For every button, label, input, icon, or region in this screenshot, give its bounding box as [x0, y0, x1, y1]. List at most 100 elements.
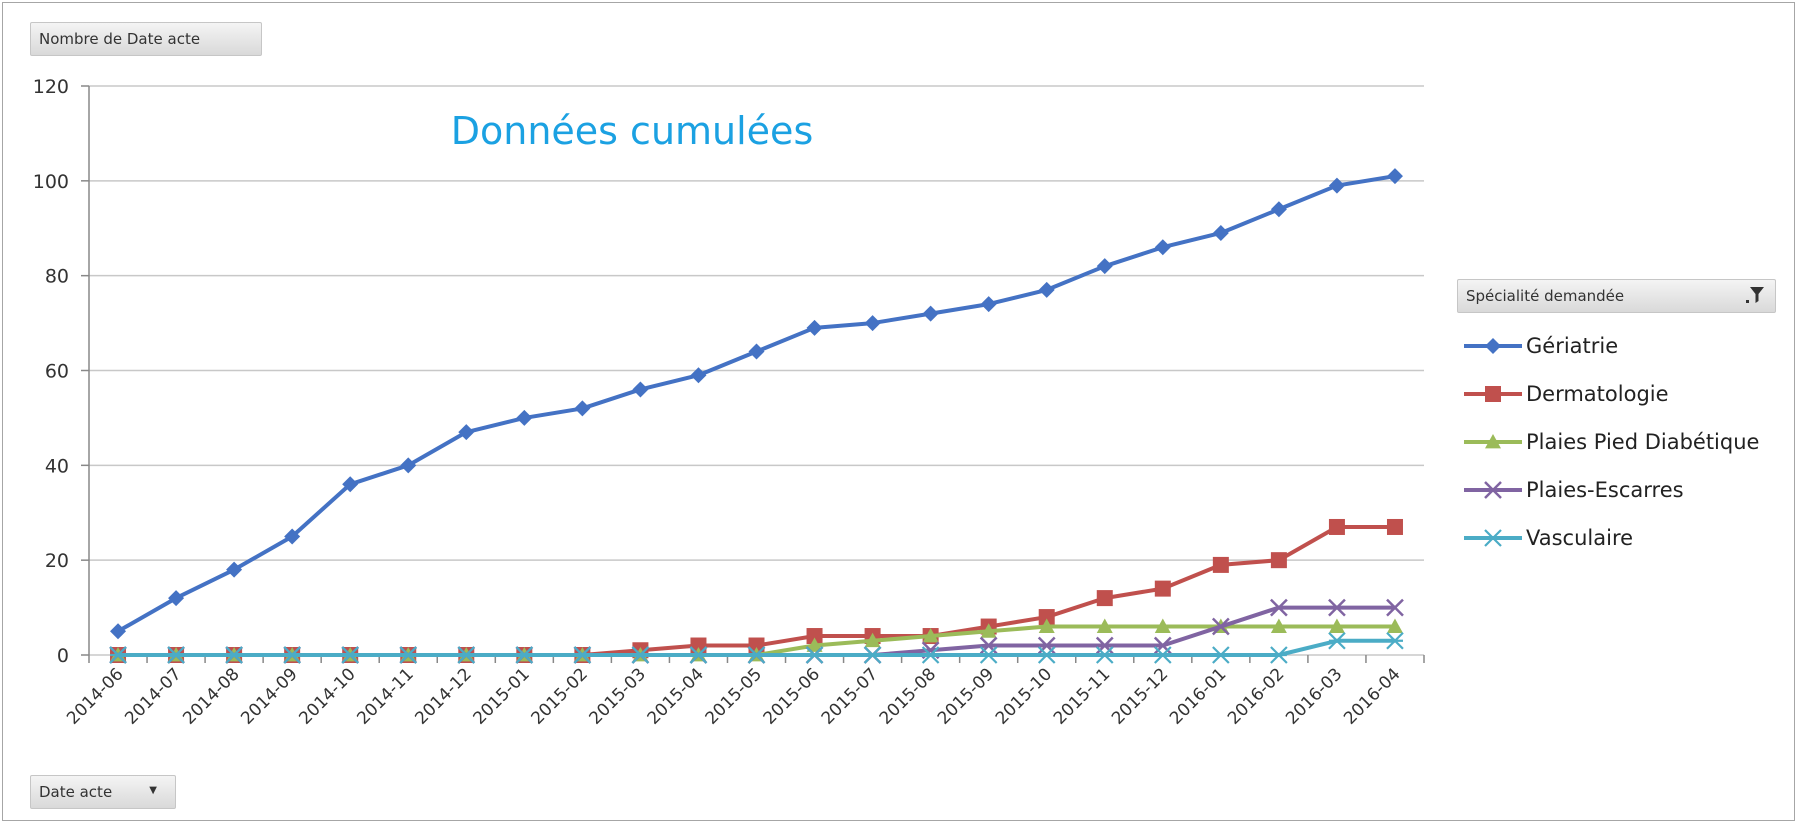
- data-point[interactable]: [1484, 481, 1502, 499]
- data-point[interactable]: [1485, 434, 1501, 449]
- data-point[interactable]: [1037, 646, 1056, 664]
- series-line: [118, 524, 1395, 657]
- data-point[interactable]: [1270, 201, 1287, 218]
- data-point[interactable]: [1212, 224, 1229, 241]
- x-tick-label: 2015-06: [760, 664, 824, 728]
- data-point[interactable]: [690, 367, 707, 384]
- data-point[interactable]: [1270, 598, 1288, 617]
- data-point[interactable]: [1038, 618, 1055, 633]
- data-point[interactable]: [1154, 646, 1172, 664]
- data-point[interactable]: [1386, 618, 1403, 633]
- data-point[interactable]: [1212, 646, 1230, 664]
- data-point[interactable]: [864, 315, 881, 332]
- data-point[interactable]: [399, 646, 418, 664]
- data-point[interactable]: [806, 628, 823, 645]
- data-point[interactable]: [1038, 281, 1055, 298]
- data-point[interactable]: [1484, 529, 1502, 547]
- legend-item[interactable]: Plaies-Escarres: [1462, 466, 1759, 514]
- x-tick-label: 2015-10: [992, 664, 1056, 728]
- data-point[interactable]: [1270, 618, 1287, 633]
- data-point[interactable]: [689, 646, 708, 664]
- data-point[interactable]: [516, 409, 533, 426]
- data-point[interactable]: [573, 646, 592, 664]
- data-point[interactable]: [458, 424, 475, 441]
- chart-legend: Gériatrie Dermatologie Plaies Pied Diabéti…: [1462, 322, 1759, 562]
- data-point[interactable]: [1386, 168, 1403, 185]
- data-point[interactable]: [1154, 580, 1171, 597]
- data-point[interactable]: [1154, 618, 1171, 633]
- data-point[interactable]: [631, 646, 650, 664]
- value-field-button[interactable]: Nombre de Date acte: [30, 22, 262, 56]
- data-point[interactable]: [1328, 618, 1345, 633]
- data-point[interactable]: [284, 528, 301, 545]
- dropdown-arrow-icon: ▼: [149, 785, 157, 796]
- data-point[interactable]: [806, 319, 823, 336]
- data-point[interactable]: [574, 400, 591, 417]
- data-point[interactable]: [341, 646, 359, 664]
- data-point[interactable]: [806, 637, 823, 652]
- data-point[interactable]: [457, 646, 476, 664]
- legend-item[interactable]: Gériatrie: [1462, 322, 1759, 370]
- data-point[interactable]: [1485, 338, 1501, 354]
- data-point[interactable]: [109, 646, 127, 664]
- data-point[interactable]: [226, 561, 243, 578]
- x-tick-label: 2015-04: [644, 664, 708, 728]
- data-point[interactable]: [921, 646, 940, 664]
- data-point[interactable]: [1328, 518, 1345, 535]
- data-point[interactable]: [1154, 239, 1171, 256]
- data-point[interactable]: [1096, 258, 1113, 275]
- data-point[interactable]: [283, 646, 301, 664]
- data-point[interactable]: [632, 381, 649, 398]
- data-point[interactable]: [110, 623, 127, 640]
- data-point[interactable]: [1096, 590, 1113, 607]
- data-point[interactable]: [1386, 631, 1404, 650]
- data-point[interactable]: [1096, 618, 1113, 633]
- data-point[interactable]: [1485, 386, 1501, 402]
- data-point[interactable]: [225, 646, 243, 664]
- data-point[interactable]: [748, 343, 765, 360]
- y-tick-label: 100: [33, 171, 69, 193]
- data-point[interactable]: [1328, 177, 1345, 194]
- data-point[interactable]: [1212, 556, 1229, 573]
- data-point[interactable]: [1211, 617, 1230, 636]
- data-point[interactable]: [1386, 598, 1404, 617]
- data-point[interactable]: [979, 646, 998, 664]
- data-point[interactable]: [805, 646, 824, 664]
- data-point[interactable]: [922, 305, 939, 322]
- x-tick-label: 2015-12: [1108, 664, 1172, 728]
- y-tick-label: 0: [57, 645, 69, 667]
- x-tick-label: 2015-09: [934, 664, 998, 728]
- y-tick-label: 60: [45, 361, 69, 383]
- data-point[interactable]: [922, 628, 939, 643]
- value-field-label: Nombre de Date acte: [39, 30, 201, 48]
- data-point[interactable]: [1270, 552, 1287, 569]
- data-point[interactable]: [168, 590, 185, 607]
- data-point[interactable]: [167, 646, 185, 664]
- data-point[interactable]: [515, 646, 534, 664]
- x-tick-label: 2015-03: [586, 664, 650, 728]
- legend-item[interactable]: Dermatologie: [1462, 370, 1759, 418]
- data-point[interactable]: [1328, 598, 1346, 617]
- data-point[interactable]: [1095, 646, 1114, 664]
- data-point[interactable]: [1386, 518, 1403, 535]
- data-point[interactable]: [747, 646, 766, 664]
- data-point[interactable]: [400, 457, 417, 474]
- data-point[interactable]: [1328, 631, 1346, 650]
- axis-field-button[interactable]: Date acte ▼: [30, 775, 176, 809]
- data-point[interactable]: [1038, 609, 1055, 626]
- chart-title: Données cumulées: [451, 109, 814, 153]
- legend-item[interactable]: Vasculaire: [1462, 514, 1759, 562]
- data-point[interactable]: [980, 623, 997, 638]
- data-point[interactable]: [864, 632, 881, 648]
- data-point[interactable]: [342, 476, 359, 493]
- legend-item[interactable]: Plaies Pied Diabétique: [1462, 418, 1759, 466]
- data-point[interactable]: [980, 296, 997, 313]
- filter-icon[interactable]: [1745, 284, 1765, 306]
- x-tick-label: 2014-08: [179, 664, 243, 728]
- data-point[interactable]: [863, 646, 882, 664]
- legend-label: Dermatologie: [1526, 382, 1669, 406]
- legend-field-button[interactable]: Spécialité demandée: [1457, 279, 1776, 313]
- data-point[interactable]: [1270, 646, 1288, 664]
- x-axis-ticks: 2014-062014-072014-082014-092014-102014-…: [63, 655, 1425, 729]
